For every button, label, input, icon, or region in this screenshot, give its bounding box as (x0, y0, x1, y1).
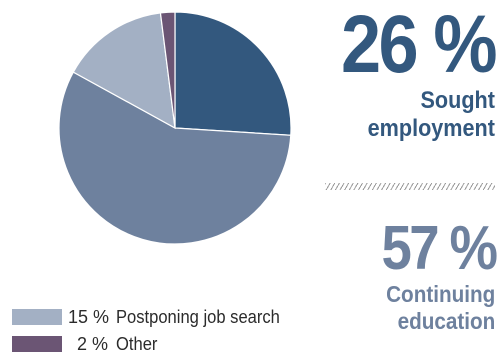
hatched-divider (325, 183, 495, 190)
callout-continuing-education: 57 % Continuing education (366, 214, 497, 334)
legend-item-postponing: 15 % Postponing job search (12, 306, 294, 328)
legend-swatch (12, 336, 62, 352)
legend: 15 % Postponing job search 2 % Other (12, 306, 294, 360)
callout-sought-employment: 26 % Sought employment (320, 0, 498, 142)
legend-label: Postponing job search (116, 306, 280, 327)
callout-value: 57 % (381, 214, 497, 283)
pie-slice-sought-employment (174, 11, 292, 136)
pie-chart (58, 11, 292, 245)
legend-pct: 2 % (76, 333, 108, 354)
legend-item-other: 2 % Other (12, 333, 294, 355)
pie-slice-postponing-job-search (72, 12, 176, 130)
callout-label-line2: education (397, 307, 495, 334)
callout-label-line1: Continuing (385, 281, 495, 307)
pie-slice-continuing-education (58, 71, 292, 245)
legend-swatch (12, 309, 62, 325)
pie-slice-other (159, 11, 176, 129)
callout-label-line2: employment (367, 114, 495, 142)
callout-value: 26 % (341, 0, 498, 90)
legend-label: Other (116, 333, 158, 354)
legend-pct: 15 % (68, 306, 110, 327)
callout-label-line1: Sought (420, 87, 495, 114)
